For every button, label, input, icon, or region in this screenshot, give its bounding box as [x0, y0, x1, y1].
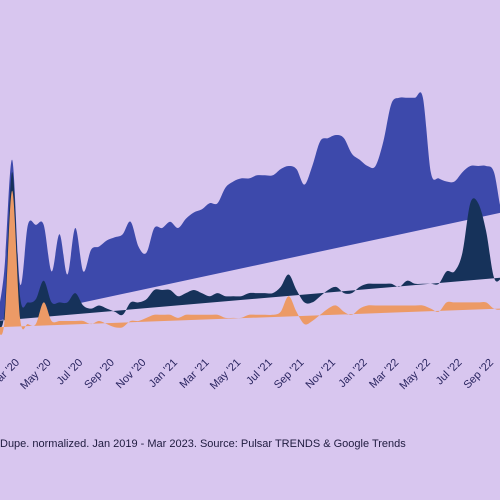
x-tick-label: May '20: [18, 357, 53, 392]
x-tick-label: Sep '20: [82, 357, 117, 392]
x-tick-label: Jul '20: [55, 357, 86, 388]
area-bottom-layer: [0, 190, 500, 335]
x-tick-label: Sep '21: [272, 357, 307, 392]
x-tick-label: Nov '21: [304, 357, 339, 392]
x-tick-label: Mar '22: [367, 357, 401, 391]
x-tick-label: May '22: [397, 357, 432, 392]
area-middle-layer: [0, 172, 500, 328]
x-tick-label: May '21: [208, 357, 243, 392]
x-tick-label: Jan '22: [336, 357, 369, 390]
x-tick-label: Jan '21: [147, 357, 180, 390]
x-tick-label: Mar '20: [0, 357, 22, 391]
x-tick-label: Mar '21: [178, 357, 212, 391]
area-layers: [0, 92, 500, 335]
chart-source-note: Dupe. normalized. Jan 2019 - Mar 2023. S…: [0, 438, 406, 450]
area-top-layer: [0, 92, 500, 321]
x-tick-label: Jul '21: [244, 357, 275, 388]
x-tick-label: Nov '20: [114, 357, 149, 392]
x-tick-label: Sep '22: [461, 357, 496, 392]
x-tick-label: Jul '22: [434, 357, 465, 388]
